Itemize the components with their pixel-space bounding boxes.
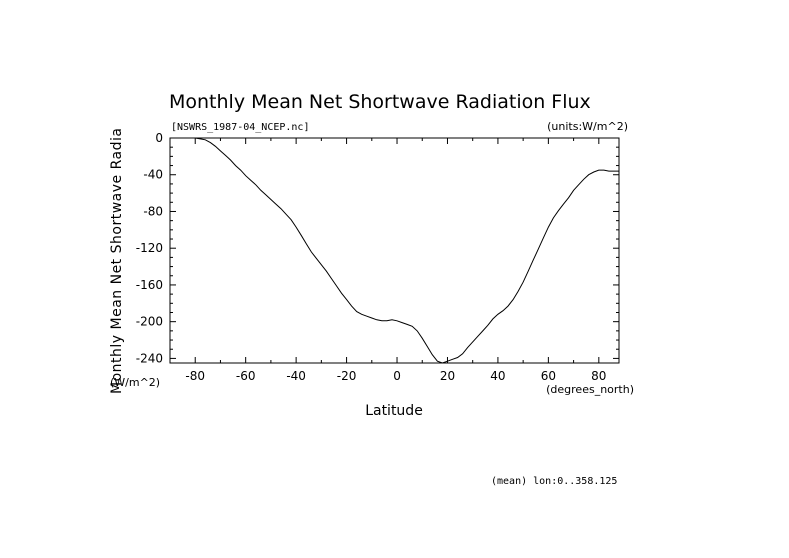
- footnote: (mean) lon:0..358.125: [491, 476, 617, 487]
- x-axis-units: (degrees_north): [546, 383, 634, 396]
- file-label: [NSWRS_1987-04_NCEP.nc]: [171, 122, 309, 133]
- y-tick-label: -200: [136, 315, 163, 329]
- x-tick-label: 60: [541, 369, 556, 383]
- y-axis-units: (W/m^2): [110, 376, 160, 389]
- x-tick-label: 80: [591, 369, 606, 383]
- y-tick-label: 0: [155, 131, 163, 145]
- x-tick-label: 40: [490, 369, 505, 383]
- series-layer: [195, 137, 619, 364]
- y-axis-label: Monthly Mean Net Shortwave Radia: [109, 128, 125, 394]
- chart-title: Monthly Mean Net Shortwave Radiation Flu…: [169, 91, 591, 113]
- series-line: [195, 137, 619, 364]
- x-tick-label: -60: [236, 369, 256, 383]
- x-axis: -80 -60 -40 -20 0 20 40 60 80: [185, 138, 606, 383]
- x-axis-label: Latitude: [365, 403, 423, 419]
- x-tick-label: -40: [286, 369, 306, 383]
- x-tick-label: -20: [337, 369, 357, 383]
- x-tick-label: 0: [393, 369, 401, 383]
- y-axis: 0 -40 -80 -120 -160 -200 -240: [136, 131, 619, 365]
- x-tick-label: 20: [440, 369, 455, 383]
- x-tick-label: -80: [185, 369, 205, 383]
- plot-frame: [169, 137, 620, 364]
- units-label: (units:W/m^2): [547, 120, 628, 133]
- y-tick-label: -80: [143, 204, 163, 218]
- y-tick-label: -160: [136, 278, 163, 292]
- y-tick-label: -240: [136, 351, 163, 365]
- y-tick-label: -40: [143, 168, 163, 182]
- y-tick-label: -120: [136, 241, 163, 255]
